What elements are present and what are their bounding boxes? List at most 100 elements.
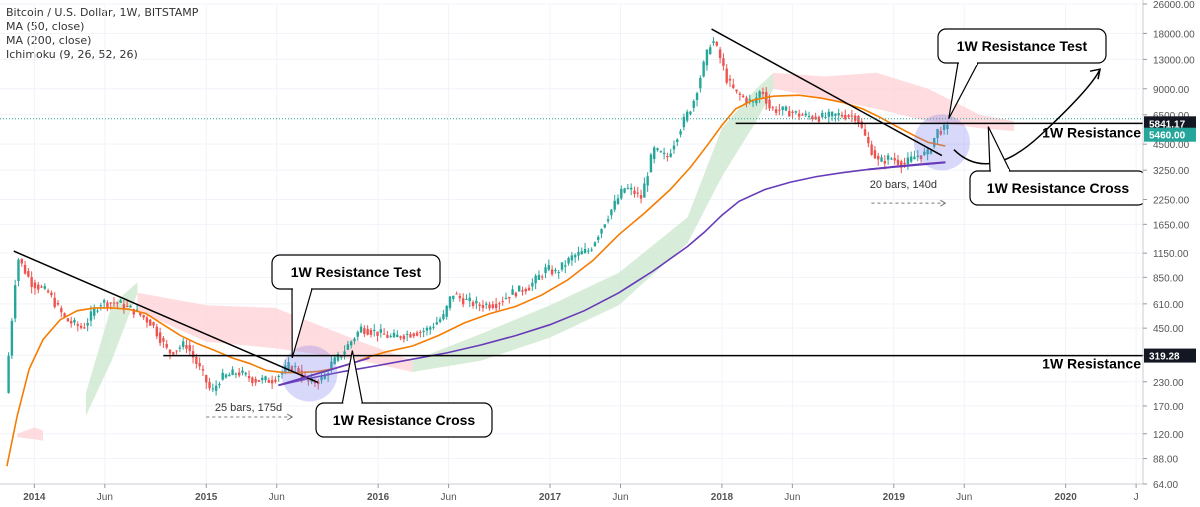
candle-body bbox=[389, 335, 392, 337]
candle-body bbox=[20, 258, 23, 264]
candle-body bbox=[46, 290, 50, 293]
measure-label: 25 bars, 175d bbox=[215, 402, 282, 414]
candle-body bbox=[804, 113, 807, 116]
candle-body bbox=[455, 293, 458, 295]
candle-body bbox=[376, 331, 379, 336]
candle-body bbox=[814, 116, 817, 120]
candle-body bbox=[890, 158, 893, 160]
candle-body bbox=[241, 370, 244, 373]
candle-body bbox=[834, 113, 837, 116]
candle-body bbox=[122, 304, 126, 310]
symbol-title[interactable]: Bitcoin / U.S. Dollar, 1W, BITSTAMP bbox=[6, 6, 199, 19]
price-tick-label: 6500.00 bbox=[1153, 111, 1190, 122]
candle-body bbox=[893, 158, 896, 161]
candle-body bbox=[415, 332, 419, 336]
candle-body bbox=[784, 106, 788, 111]
candle-body bbox=[481, 305, 485, 309]
candle-body bbox=[725, 68, 728, 83]
candle-body bbox=[63, 313, 66, 317]
candle-body bbox=[547, 265, 551, 270]
price-tick-label: 1650.00 bbox=[1153, 220, 1190, 231]
highlight-circle bbox=[913, 114, 970, 171]
indicator-ma50[interactable]: MA (50, close) bbox=[6, 20, 85, 33]
candle-body bbox=[409, 334, 412, 338]
price-tick-label: 13000.00 bbox=[1153, 55, 1195, 66]
candle-body bbox=[307, 380, 310, 382]
candle-body bbox=[346, 344, 350, 350]
candle-body bbox=[778, 109, 781, 111]
candle-body bbox=[781, 106, 784, 111]
candle-body bbox=[722, 58, 725, 67]
price-tag bbox=[1144, 348, 1196, 363]
candle-body bbox=[60, 308, 63, 313]
candle-body bbox=[205, 375, 208, 383]
candle-body bbox=[554, 269, 557, 272]
candle-body bbox=[429, 327, 432, 330]
indicator-ma200[interactable]: MA (200, close) bbox=[6, 34, 92, 47]
rising-support-line bbox=[867, 161, 946, 171]
candle-body bbox=[224, 374, 228, 378]
candle-body bbox=[741, 95, 745, 97]
time-tick-label: 2016 bbox=[367, 492, 390, 503]
candle-body bbox=[396, 334, 399, 338]
candle-body bbox=[185, 345, 188, 349]
candle-body bbox=[7, 355, 10, 393]
candle-body bbox=[788, 110, 791, 117]
candle-body bbox=[616, 198, 620, 205]
candle-body bbox=[488, 304, 491, 309]
candle-body bbox=[738, 93, 742, 95]
measure-label: 20 bars, 140d bbox=[870, 179, 937, 191]
candle-body bbox=[811, 116, 814, 120]
candle-body bbox=[946, 124, 949, 130]
candle-body bbox=[498, 303, 501, 305]
price-tick-label: 88.00 bbox=[1153, 455, 1178, 466]
candle-body bbox=[349, 341, 353, 346]
candle-body bbox=[399, 336, 402, 339]
candle-body bbox=[432, 326, 435, 328]
callout-box bbox=[937, 28, 1107, 64]
candle-body bbox=[909, 156, 913, 162]
candle-body bbox=[237, 372, 241, 376]
candle-body bbox=[442, 314, 445, 320]
price-tick-label: 9000.00 bbox=[1153, 85, 1190, 96]
candle-body bbox=[412, 333, 415, 337]
candle-body bbox=[883, 160, 887, 164]
candle-body bbox=[267, 380, 271, 383]
candle-body bbox=[613, 200, 616, 210]
candle-body bbox=[320, 376, 323, 381]
candle-body bbox=[517, 285, 521, 292]
callout-pointer bbox=[291, 288, 313, 359]
candle-body bbox=[211, 388, 215, 390]
candle-body bbox=[27, 271, 30, 277]
candle-body bbox=[343, 351, 346, 355]
candle-body bbox=[382, 333, 386, 335]
callout-joint bbox=[293, 287, 311, 291]
candle-body bbox=[817, 116, 821, 122]
candle-body bbox=[649, 154, 653, 173]
candle-body bbox=[257, 380, 261, 382]
candle-body bbox=[168, 349, 172, 354]
candle-body bbox=[181, 341, 185, 347]
candle-body bbox=[129, 305, 132, 308]
candle-body bbox=[405, 333, 409, 335]
candle-body bbox=[244, 372, 247, 375]
candle-body bbox=[30, 277, 33, 287]
candle-body bbox=[33, 282, 37, 289]
callout-label: 1W Resistance Cross bbox=[987, 180, 1130, 196]
time-tick-label: 2020 bbox=[1055, 492, 1078, 503]
candle-body bbox=[356, 331, 359, 337]
candle-body bbox=[149, 319, 152, 326]
candle-body bbox=[491, 304, 495, 309]
time-tick-label: 2015 bbox=[195, 492, 218, 503]
ichimoku-cloud-bull bbox=[412, 72, 774, 372]
candle-body bbox=[142, 315, 145, 318]
callout-box bbox=[315, 402, 493, 438]
measure-arrow-head bbox=[286, 413, 294, 421]
candle-body bbox=[860, 121, 863, 128]
price-tick-label: 3250.00 bbox=[1153, 166, 1190, 177]
candle-body bbox=[10, 320, 14, 356]
candle-body bbox=[363, 328, 366, 334]
candle-body bbox=[676, 139, 679, 142]
candle-body bbox=[511, 289, 514, 295]
